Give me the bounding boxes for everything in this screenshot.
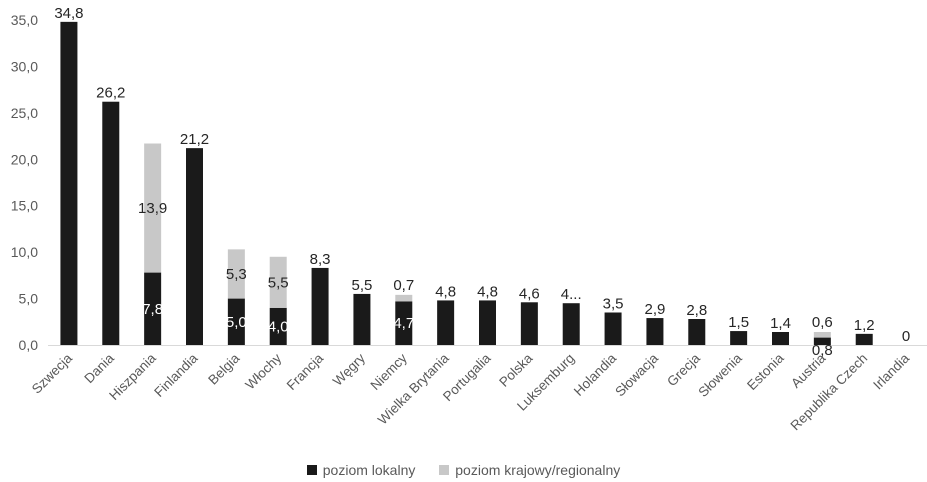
y-tick-label: 35,0 [11,12,38,28]
data-label-local: 4,0 [268,318,289,335]
legend-item-regional: poziom krajowy/regionalny [439,462,620,478]
stacked-bar-chart: 0,0 5,0 10,0 15,0 20,0 25,0 30,0 35,0 34,8 26,2 7… [11,5,927,433]
x-category-label: Finlandia [151,350,201,400]
y-tick-label: 5,0 [19,291,39,307]
bar-local [730,331,748,345]
bar-local [772,332,789,345]
bar-local [395,301,413,345]
bar-regional [227,249,245,299]
x-category-label: Austria [788,350,829,391]
bar-local [102,101,120,345]
bar-local [311,267,329,345]
x-category-label: Irlandia [870,350,912,392]
bars-group [60,21,873,345]
y-tick-label: 20,0 [11,151,38,167]
legend: poziom lokalny poziom krajowy/regionalny [0,462,927,478]
x-category-label: Hiszpania [106,350,159,403]
data-label-local: 1,5 [728,314,749,331]
data-label-local: 1,2 [854,317,875,334]
data-label-local: 5,5 [351,277,372,294]
bar-local [855,333,873,345]
legend-swatch-regional [439,465,450,475]
bar-local [479,300,496,345]
x-category-label: Estonia [744,350,787,393]
bar-local [688,319,706,345]
bar-regional [813,332,831,338]
y-tick-label: 0,0 [19,337,39,353]
legend-item-local: poziom lokalny [306,462,416,478]
bar-local [604,312,622,345]
y-tick-label: 15,0 [11,198,38,214]
x-category-label: Słowenia [695,350,745,400]
y-tick-label: 25,0 [11,105,38,121]
y-tick-label: 30,0 [11,58,38,74]
data-label-local: 21,2 [180,131,209,148]
bar-local [60,21,78,345]
legend-label-local: poziom lokalny [322,462,416,478]
bar-local [437,300,455,345]
data-labels-group: 34,8 26,2 7,8 13,9 21,2 5,0 5,3 4,0 5,5 8,3 5,5 4,7… [54,5,910,359]
bar-regional [144,143,162,273]
x-category-label: Francja [284,350,327,393]
bar-local [813,337,831,345]
x-category-label: Węgry [330,350,368,388]
data-label-local: 2,8 [686,302,707,319]
x-category-label: Polska [496,350,536,390]
bar-local [520,302,538,345]
bar-local [186,148,203,345]
data-label-local: 26,2 [96,85,125,102]
x-category-label: Słowacja [612,350,661,399]
y-axis: 0,0 5,0 10,0 15,0 20,0 25,0 30,0 35,0 [11,12,38,353]
bar-local [144,272,162,345]
data-label-regional: 13,9 [138,200,167,217]
y-tick-label: 10,0 [11,244,38,260]
bar-local [353,293,371,345]
data-label-local: 0,8 [812,342,833,359]
data-label-regional: 5,5 [268,274,289,291]
data-label-regional: 0,6 [812,314,833,331]
legend-swatch-local [306,465,317,475]
x-category-label: Włochy [242,350,284,392]
data-label-local: 4,8 [477,283,498,300]
data-label-local: 5,0 [226,314,247,331]
data-label-local: 4,6 [519,285,540,302]
bar-regional [269,256,287,308]
x-category-label: Belgia [205,350,242,387]
x-category-label: Niemcy [367,350,410,393]
x-category-label: Holandia [571,350,620,399]
x-category-label: Szwecja [29,350,76,397]
data-label-regional: 5,3 [226,266,247,283]
x-category-label: Wielka Brytania [375,350,452,427]
bar-local [227,298,245,345]
bar-local [562,303,580,345]
data-label-regional: 0,7 [393,277,414,294]
bar-regional [395,294,413,302]
data-label-local: 3,5 [603,296,624,313]
x-category-label: Grecja [664,350,703,389]
data-label-local: 1,4 [770,315,791,332]
legend-label-regional: poziom krajowy/regionalny [455,462,621,478]
data-label-local: 4... [561,286,582,303]
data-label-local: 7,8 [142,301,163,318]
data-label-local: 4,8 [435,283,456,300]
bar-local [646,318,664,345]
x-category-label: Republika Czech [788,351,871,434]
data-label-local: 4,7 [393,315,414,332]
data-label-local: 0 [902,328,910,345]
data-label-local: 8,3 [310,251,331,268]
bar-local [269,307,287,345]
x-category-label: Dania [81,350,117,386]
data-label-local: 34,8 [54,5,83,22]
data-label-local: 2,9 [644,301,665,318]
